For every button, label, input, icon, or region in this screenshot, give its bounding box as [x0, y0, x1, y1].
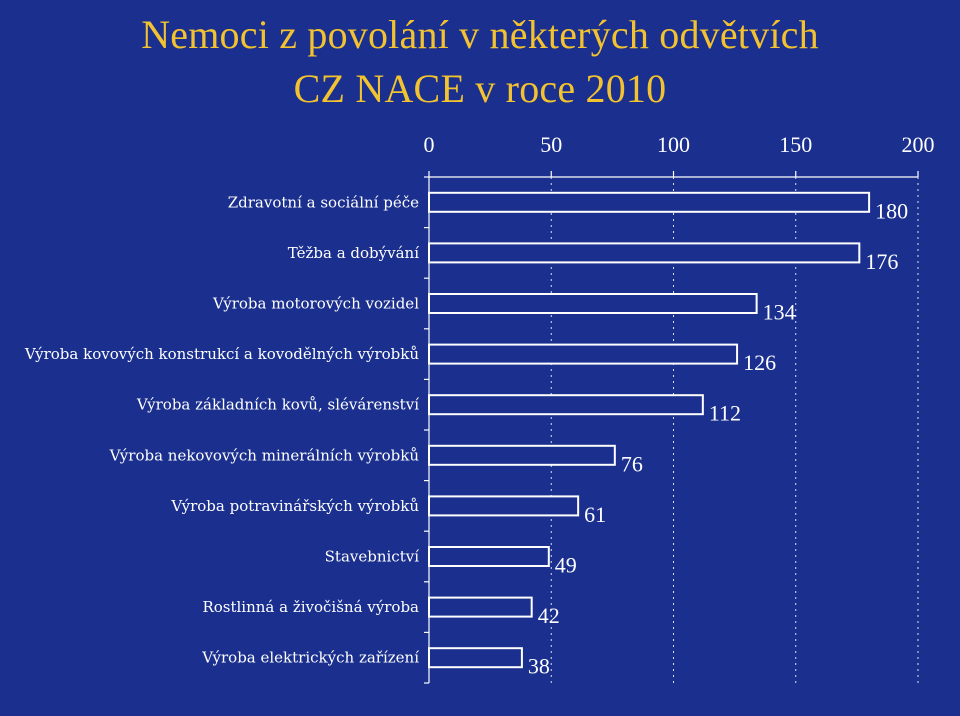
category-label: Stavebnictví — [325, 548, 420, 566]
bar — [428, 293, 758, 314]
bar — [428, 191, 871, 213]
category-label: Výroba základních kovů, slévárenství — [136, 396, 419, 414]
category-label: Výroba kovových konstrukcí a kovodělných… — [24, 345, 419, 363]
bar — [428, 444, 616, 466]
x-tick-label: 0 — [424, 132, 435, 157]
bar — [428, 647, 523, 669]
data-label: 134 — [763, 300, 796, 325]
data-label: 112 — [709, 401, 741, 426]
category-label: Výroba potravinářských výrobků — [170, 497, 419, 515]
data-label: 176 — [865, 249, 898, 274]
data-label: 61 — [584, 502, 606, 527]
category-label: Výroba elektrických zařízení — [201, 649, 419, 667]
category-label: Výroba nekovových minerálních výrobků — [109, 446, 420, 464]
bar — [428, 495, 580, 517]
chart-title-line-2: CZ NACE v roce 2010 — [293, 66, 667, 111]
x-tick-label: 200 — [902, 132, 935, 157]
data-label: 49 — [555, 553, 577, 578]
bar — [428, 343, 739, 365]
x-tick-label: 50 — [540, 132, 562, 157]
data-label: 38 — [528, 654, 550, 679]
data-label: 42 — [538, 603, 560, 628]
x-tick-label: 150 — [779, 132, 812, 157]
bar — [428, 546, 550, 567]
category-label: Výroba motorových vozidel — [212, 295, 419, 313]
bar — [428, 596, 533, 618]
data-label: 126 — [743, 350, 776, 375]
bar — [428, 394, 704, 416]
category-label: Těžba a dobývání — [288, 244, 419, 262]
bar — [428, 242, 861, 264]
chart-title-line-1: Nemoci z povolání v některých odvětvích — [141, 12, 819, 57]
category-label: Zdravotní a sociální péče — [228, 193, 419, 211]
data-label: 180 — [875, 198, 908, 223]
x-tick-label: 100 — [657, 132, 690, 157]
category-label: Rostlinná a živočišná výroba — [202, 598, 419, 616]
data-label: 76 — [621, 451, 643, 476]
